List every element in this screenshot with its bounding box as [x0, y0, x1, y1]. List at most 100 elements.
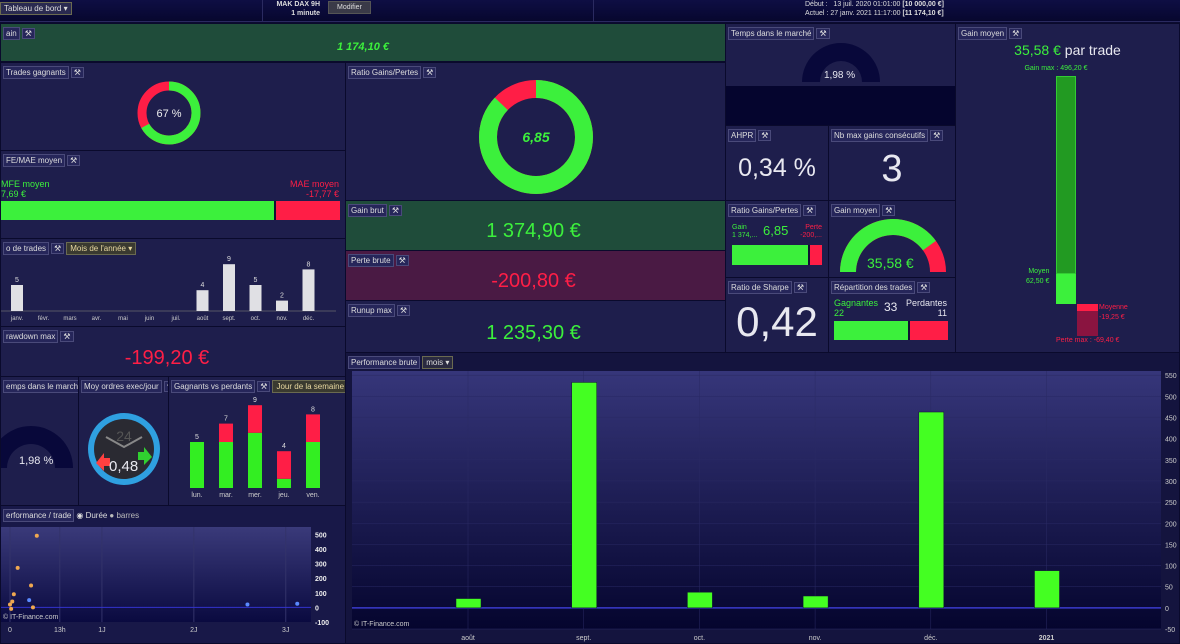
- modify-button[interactable]: Modifier: [328, 1, 371, 14]
- donut-gain: [479, 80, 593, 194]
- current-value: [11 174,10 €]: [902, 10, 944, 17]
- bar-losers: [306, 414, 320, 442]
- wrench-icon[interactable]: ⚒: [21, 28, 35, 39]
- wrench-icon[interactable]: ⚒: [395, 255, 409, 266]
- drawdown-value: -199,20 €: [124, 347, 210, 369]
- bar-losers: [277, 451, 291, 479]
- win-label: Gagnantes: [834, 298, 879, 308]
- y-tick-label: 300: [1165, 479, 1177, 486]
- win-value: 22: [834, 308, 845, 318]
- y-tick-label: 50: [1165, 585, 1173, 592]
- mfe-bar: [1, 201, 276, 220]
- wrench-icon[interactable]: ⚒: [70, 67, 84, 78]
- bar: [196, 290, 209, 311]
- x-tick-label: juil.: [170, 316, 180, 322]
- wrench-icon[interactable]: ⚒: [163, 381, 168, 392]
- panel-title: o de trades: [3, 242, 50, 255]
- x-tick-label: févr.: [38, 316, 50, 322]
- wrench-icon[interactable]: ⚒: [51, 243, 65, 254]
- day-dropdown[interactable]: Jour de la semaine ▾: [272, 380, 345, 393]
- panel-title: Perte brute: [348, 254, 394, 267]
- bar-winners: [219, 442, 233, 488]
- panel-title: AHPR: [728, 129, 757, 142]
- watermark: © IT-Finance.com: [354, 620, 410, 628]
- bar-losers: [219, 423, 233, 442]
- loss-value: -200,...: [800, 232, 822, 239]
- gain-moyen-gauge-panel: Gain moyen ⚒ 35,58 €: [828, 200, 956, 278]
- panel-title: Gagnants vs perdants: [171, 380, 256, 393]
- plot-area: [352, 371, 1161, 629]
- y-tick-label: 100: [1165, 564, 1177, 571]
- data-label: 5: [254, 277, 258, 284]
- dropdown-label: Jour de la semaine: [276, 382, 345, 391]
- wrench-icon[interactable]: ⚒: [60, 331, 74, 342]
- x-tick-label: sept.: [576, 635, 591, 642]
- avg-gain-suffix: par trade: [1064, 42, 1121, 58]
- ratio-small-panel: Ratio Gains/Pertes ⚒ Gain 1 374,... 6,85 P…: [725, 200, 829, 278]
- wrench-icon[interactable]: ⚒: [803, 205, 817, 216]
- x-tick-label: lun.: [191, 492, 202, 499]
- wrench-icon[interactable]: ⚒: [930, 130, 944, 141]
- loss-bar: [834, 321, 948, 340]
- clock-dial-icon: 24: [88, 413, 160, 485]
- panel-title: Runup max: [348, 304, 395, 317]
- wrench-icon[interactable]: ⚒: [816, 28, 830, 39]
- avg-gain-value: 35,58 €: [1014, 42, 1061, 58]
- panel-title: Performance brute: [348, 356, 421, 369]
- x-tick-label: oct.: [694, 635, 705, 642]
- y-tick-label: 400: [315, 547, 327, 554]
- wrench-icon[interactable]: ⚒: [1009, 28, 1023, 39]
- gain-bar: [732, 245, 811, 265]
- y-tick-label: 250: [1165, 500, 1177, 507]
- wrench-icon[interactable]: ⚒: [67, 155, 81, 166]
- radio-duree[interactable]: ◉ Durée: [76, 511, 108, 520]
- wrench-icon[interactable]: ⚒: [396, 305, 411, 316]
- wrench-icon[interactable]: ⚒: [882, 205, 896, 216]
- data-label: 4: [282, 443, 286, 450]
- wrench-icon[interactable]: ⚒: [758, 130, 772, 141]
- radio-barres[interactable]: ● barres: [109, 511, 140, 520]
- wrench-icon[interactable]: ⚒: [793, 282, 807, 293]
- drawdown-panel: rawdown max ⚒ -199,20 €: [0, 326, 346, 377]
- perf-brute-chart: 550500450400350300250200150100500-50août…: [352, 371, 1177, 642]
- panel-title: Trades gagnants: [3, 66, 69, 79]
- timeframe: 1 minute: [291, 10, 320, 17]
- perte-brute-value: -200,80 €: [491, 270, 576, 292]
- x-tick-label: jeu.: [277, 492, 289, 499]
- x-tick-label: mar.: [219, 492, 233, 499]
- panel-title: Ratio Gains/Pertes: [728, 204, 802, 217]
- win-bar: [834, 321, 910, 340]
- moyen-label: Moyen: [1028, 268, 1050, 275]
- temps-marche-panel: Temps dans le marché ⚒ 1,98 %: [725, 23, 956, 126]
- mae-bar: [1, 201, 340, 220]
- period-dropdown[interactable]: Mois de l'année ▾: [66, 242, 137, 255]
- wrench-icon[interactable]: ⚒: [423, 67, 437, 78]
- data-point: [34, 533, 39, 538]
- win-rate-value: 67 %: [156, 108, 181, 120]
- y-tick-label: 0: [1165, 606, 1169, 613]
- moyen-value: 62,50 €: [1026, 278, 1050, 285]
- panel-title: Gain brut: [348, 204, 387, 217]
- gain-moyen-panel: Gain moyen ⚒ 35,58 € par trade Gain max :…: [955, 23, 1180, 353]
- panel-title: Gain moyen: [958, 27, 1008, 40]
- time-gauge: [1, 426, 73, 468]
- plot-area: [1, 527, 311, 622]
- dashboard-menu[interactable]: Tableau de bord ▾: [0, 2, 72, 15]
- x-tick-label: 0: [8, 627, 12, 634]
- x-tick-label: mer.: [248, 492, 262, 499]
- gain-label: Gain: [732, 224, 747, 231]
- data-point: [29, 583, 34, 588]
- y-tick-label: -100: [315, 620, 329, 627]
- panel-title: FE/MAE moyen: [3, 154, 66, 167]
- time-gauge: [802, 43, 880, 82]
- wrench-icon[interactable]: ⚒: [388, 205, 403, 216]
- panel-title: emps dans le marché: [3, 380, 78, 393]
- period-dropdown[interactable]: mois ▾: [422, 356, 454, 369]
- wrench-icon[interactable]: ⚒: [917, 282, 931, 293]
- moyenne-label: Moyenne: [1099, 304, 1128, 311]
- panel-title: Temps dans le marché: [728, 27, 815, 40]
- y-tick-label: 400: [1165, 437, 1177, 444]
- wrench-icon[interactable]: ⚒: [257, 381, 271, 392]
- watermark: © IT-Finance.com: [3, 613, 59, 621]
- trades-gagnants-panel: Trades gagnants ⚒ 67 %: [0, 62, 346, 151]
